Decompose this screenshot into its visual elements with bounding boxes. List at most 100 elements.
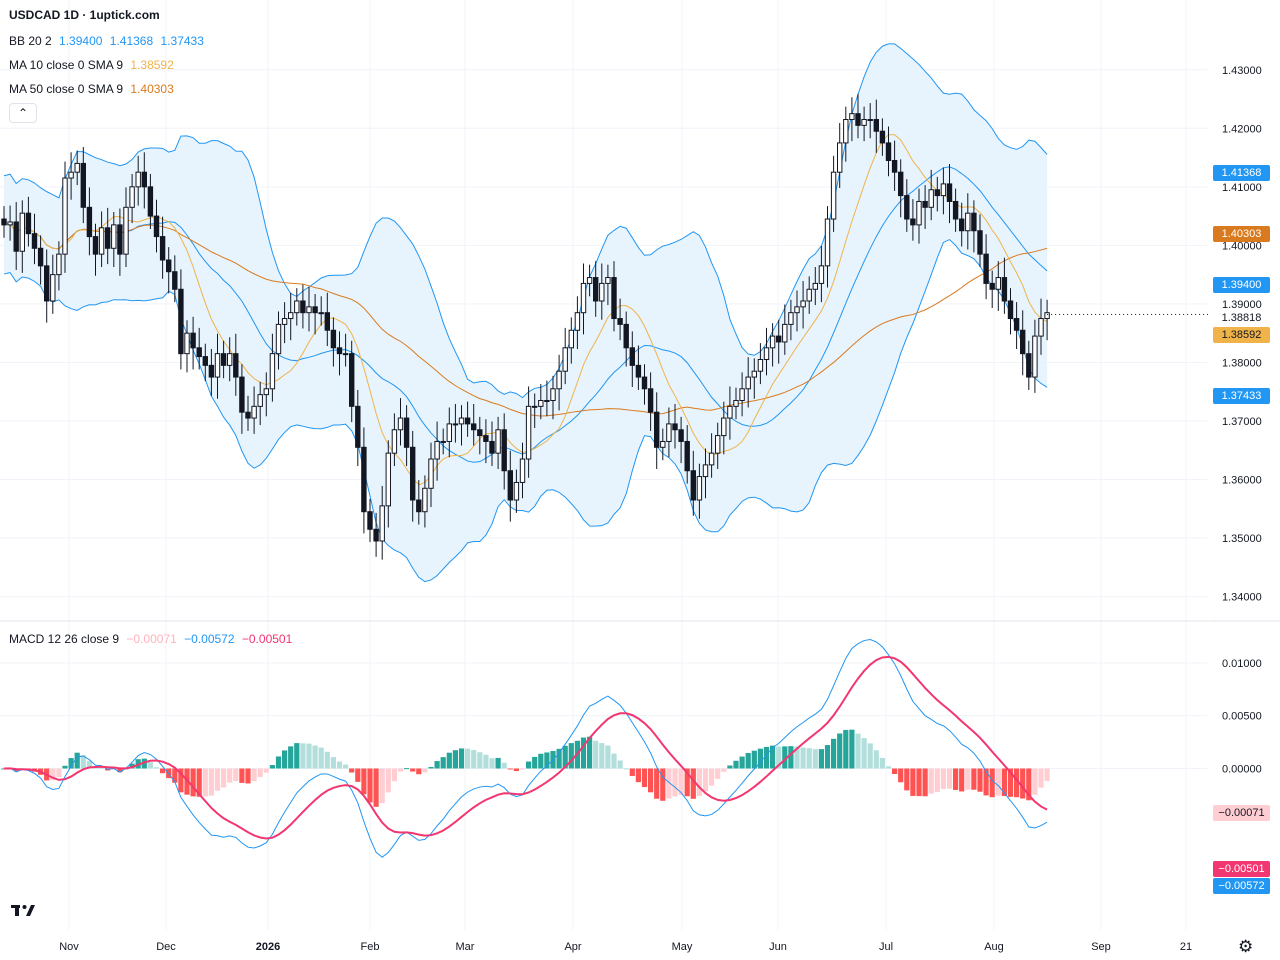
- macd-histogram-bar[interactable]: [86, 760, 92, 769]
- candle-up[interactable]: [428, 458, 434, 489]
- macd-histogram-bar[interactable]: [80, 755, 86, 769]
- candle-down[interactable]: [684, 440, 690, 472]
- candle-down[interactable]: [654, 411, 660, 448]
- candle-up[interactable]: [50, 274, 56, 302]
- candle-down[interactable]: [13, 221, 19, 252]
- macd-legend[interactable]: MACD 12 26 close 9 −0.00071 −0.00572 −0.…: [9, 632, 292, 646]
- candle-up[interactable]: [605, 277, 611, 284]
- candle-down[interactable]: [202, 356, 209, 366]
- macd-histogram-bar[interactable]: [904, 768, 910, 791]
- candle-down[interactable]: [312, 306, 318, 314]
- macd-histogram-bar[interactable]: [282, 750, 288, 769]
- candle-up[interactable]: [666, 423, 672, 442]
- macd-histogram-bar[interactable]: [214, 768, 221, 791]
- candle-up[interactable]: [861, 119, 867, 126]
- candle-down[interactable]: [25, 212, 32, 235]
- macd-histogram-bar[interactable]: [513, 768, 519, 772]
- candle-up[interactable]: [544, 399, 550, 402]
- collapse-legend-button[interactable]: ⌃: [9, 103, 37, 123]
- candle-down[interactable]: [617, 318, 623, 325]
- macd-histogram-bar[interactable]: [696, 768, 702, 797]
- macd-histogram-bar[interactable]: [1001, 768, 1007, 797]
- macd-histogram-bar[interactable]: [666, 768, 672, 799]
- candle-up[interactable]: [532, 405, 538, 408]
- macd-histogram-bar[interactable]: [306, 743, 312, 769]
- candle-down[interactable]: [471, 423, 477, 431]
- candle-up[interactable]: [391, 429, 398, 454]
- macd-histogram-bar[interactable]: [1014, 768, 1020, 798]
- candle-up[interactable]: [342, 353, 349, 356]
- candle-down[interactable]: [690, 470, 696, 501]
- candle-up[interactable]: [257, 394, 263, 407]
- candle-down[interactable]: [239, 376, 245, 413]
- candle-down[interactable]: [922, 200, 928, 208]
- macd-histogram-bar[interactable]: [117, 768, 123, 773]
- macd-histogram-bar[interactable]: [1, 768, 7, 770]
- macd-histogram-bar[interactable]: [428, 766, 434, 769]
- candle-up[interactable]: [422, 487, 428, 513]
- candle-down[interactable]: [245, 411, 251, 419]
- macd-histogram-bar[interactable]: [885, 766, 892, 769]
- macd-histogram-bar[interactable]: [446, 752, 452, 769]
- candle-up[interactable]: [281, 318, 288, 325]
- candle-down[interactable]: [403, 417, 410, 448]
- macd-histogram-bar[interactable]: [892, 768, 898, 775]
- macd-histogram-bar[interactable]: [593, 740, 599, 769]
- macd-histogram-bar[interactable]: [532, 756, 538, 769]
- candle-up[interactable]: [824, 218, 831, 267]
- macd-histogram-bar[interactable]: [465, 748, 471, 769]
- candle-down[interactable]: [178, 288, 184, 355]
- candle-down[interactable]: [983, 253, 989, 284]
- macd-histogram-bar[interactable]: [251, 768, 257, 782]
- candle-down[interactable]: [349, 353, 355, 407]
- candle-down[interactable]: [489, 440, 495, 454]
- macd-histogram-bar[interactable]: [300, 743, 306, 769]
- candle-down[interactable]: [117, 224, 123, 255]
- candle-up[interactable]: [1044, 312, 1050, 320]
- macd-histogram-bar[interactable]: [196, 768, 202, 797]
- candle-up[interactable]: [727, 405, 733, 419]
- macd-histogram-bar[interactable]: [343, 764, 349, 769]
- macd-histogram-bar[interactable]: [946, 768, 953, 789]
- macd-histogram-bar[interactable]: [74, 752, 80, 769]
- candle-down[interactable]: [1026, 353, 1032, 378]
- candle-down[interactable]: [220, 353, 227, 366]
- candle-up[interactable]: [751, 370, 757, 378]
- macd-histogram-bar[interactable]: [202, 768, 208, 797]
- candle-up[interactable]: [446, 423, 453, 442]
- macd-histogram-bar[interactable]: [635, 768, 641, 783]
- macd-histogram-bar[interactable]: [709, 768, 715, 786]
- candle-up[interactable]: [586, 277, 593, 284]
- candle-up[interactable]: [769, 335, 776, 349]
- macd-histogram-bar[interactable]: [867, 743, 873, 769]
- macd-histogram-bar[interactable]: [221, 768, 227, 788]
- candle-up[interactable]: [458, 417, 465, 425]
- macd-histogram-bar[interactable]: [715, 768, 721, 779]
- macd-histogram-bar[interactable]: [922, 768, 928, 797]
- candle-up[interactable]: [568, 329, 574, 349]
- bollinger-basis-line[interactable]: [3, 166, 1048, 463]
- macd-histogram-bar[interactable]: [471, 750, 477, 769]
- candle-up[interactable]: [782, 323, 788, 343]
- macd-histogram-bar[interactable]: [1044, 768, 1050, 782]
- candle-up[interactable]: [251, 405, 257, 419]
- macd-histogram-bar[interactable]: [336, 761, 343, 769]
- macd-histogram-bar[interactable]: [806, 748, 812, 769]
- candle-up[interactable]: [916, 200, 922, 226]
- candle-down[interactable]: [611, 277, 617, 320]
- candle-up[interactable]: [318, 312, 324, 315]
- candle-up[interactable]: [721, 417, 727, 437]
- candle-down[interactable]: [1013, 318, 1020, 331]
- candle-down[interactable]: [190, 332, 196, 349]
- macd-histogram-bar[interactable]: [623, 768, 629, 770]
- candle-up[interactable]: [867, 119, 873, 122]
- candle-up[interactable]: [818, 265, 825, 284]
- candle-down[interactable]: [1020, 329, 1026, 355]
- ma10-line[interactable]: [3, 134, 1048, 486]
- candle-down[interactable]: [672, 423, 678, 431]
- macd-histogram-bar[interactable]: [617, 760, 623, 769]
- candle-down[interactable]: [946, 183, 953, 202]
- candle-up[interactable]: [788, 312, 794, 325]
- macd-histogram-bar[interactable]: [257, 768, 263, 777]
- candle-up[interactable]: [440, 440, 446, 443]
